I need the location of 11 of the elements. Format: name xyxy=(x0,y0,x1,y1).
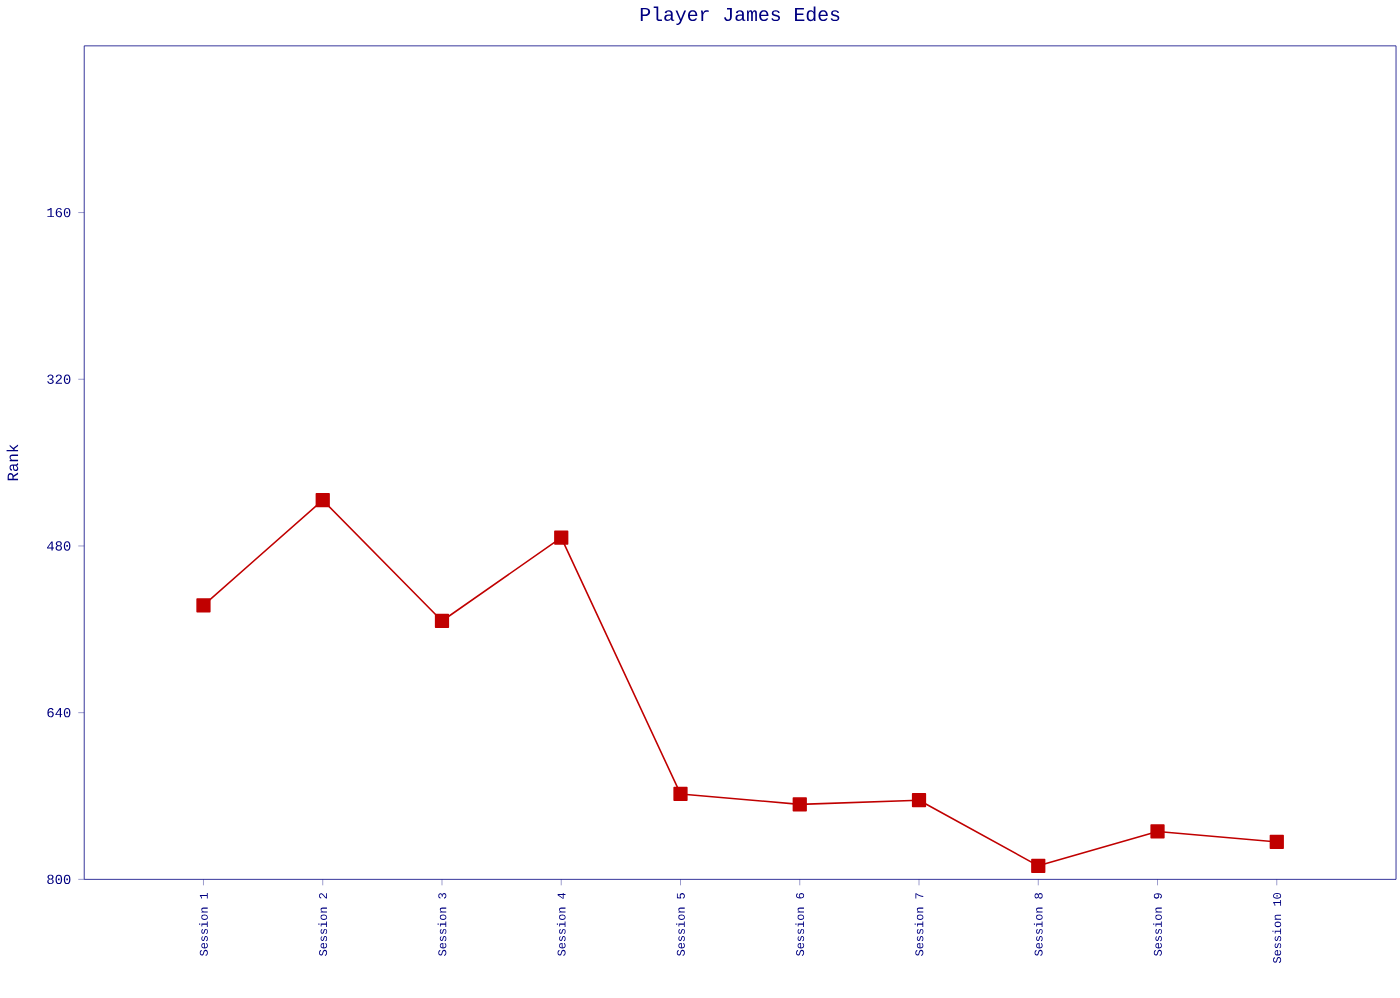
point xyxy=(434,613,450,628)
point xyxy=(792,797,807,812)
chart-title: Player James Edes xyxy=(640,6,840,25)
point xyxy=(554,530,569,545)
point xyxy=(1150,824,1165,839)
point xyxy=(1269,834,1284,849)
point xyxy=(911,792,927,808)
point xyxy=(315,492,330,508)
point xyxy=(673,786,688,801)
point xyxy=(196,598,211,613)
point xyxy=(1031,858,1046,873)
